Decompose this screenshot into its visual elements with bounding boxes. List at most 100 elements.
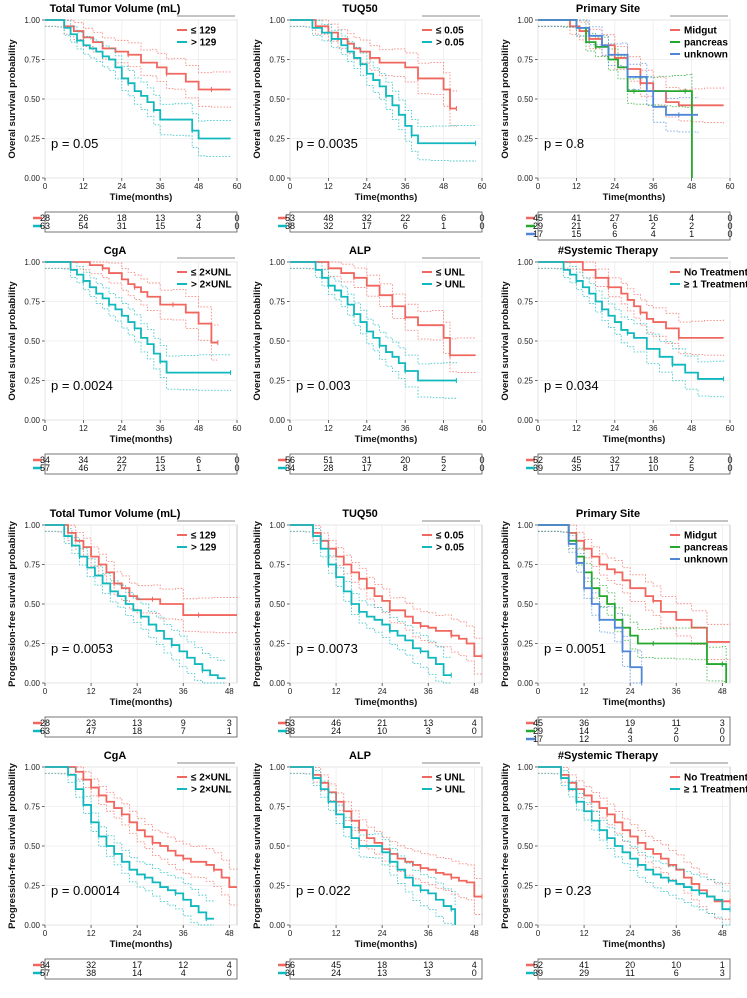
- xtick-label: 48: [470, 929, 479, 938]
- xtick-label: 48: [470, 687, 479, 696]
- risk-count: 0: [234, 455, 239, 465]
- km-curve: [45, 524, 226, 680]
- legend-label: ≤ 129: [191, 531, 216, 542]
- ytick-label: 0.25: [269, 377, 285, 386]
- risk-count: 3: [720, 968, 725, 978]
- risk-count: 0: [674, 734, 679, 744]
- risk-count: 38: [285, 221, 295, 231]
- xtick-label: 48: [439, 424, 448, 433]
- ci-band-lo: [290, 772, 456, 926]
- p-value: p = 0.034: [544, 378, 599, 393]
- ytick-label: 1.00: [269, 763, 285, 772]
- risk-count: 0: [472, 726, 477, 736]
- panel-title: Total Tumor Volume (mL): [50, 3, 181, 15]
- risk-count: 27: [117, 463, 127, 473]
- risk-count: 46: [331, 718, 341, 728]
- risk-count: 24: [331, 726, 341, 736]
- xtick-label: 12: [580, 929, 589, 938]
- ytick-label: 0.25: [517, 377, 533, 386]
- ci-band-hi: [538, 524, 727, 665]
- risk-count: 56: [285, 455, 295, 465]
- risk-count: 57: [40, 463, 50, 473]
- ci-band-lo: [45, 267, 219, 361]
- legend-label: ≤ 2×UNL: [191, 268, 231, 279]
- risk-count: 17: [610, 463, 620, 473]
- km-curve: [45, 766, 237, 888]
- risk-count: 0: [727, 213, 732, 223]
- ytick-label: 0.50: [269, 337, 285, 346]
- x-axis-label: Time(months): [110, 697, 173, 708]
- xtick-label: 48: [439, 182, 448, 191]
- legend-label: > 129: [191, 543, 217, 554]
- xtick-label: 48: [194, 182, 203, 191]
- risk-count: 57: [40, 968, 50, 978]
- ytick-label: 0.75: [24, 561, 40, 570]
- xtick-label: 60: [233, 424, 242, 433]
- legend-label: pancreas: [684, 543, 728, 554]
- risk-count: 4: [181, 968, 186, 978]
- risk-table-box: [289, 211, 483, 233]
- series-0: [45, 19, 232, 108]
- xtick-label: 36: [401, 182, 410, 191]
- ci-band-hi: [290, 19, 457, 92]
- y-axis-label: Progression-free survival probability: [252, 520, 263, 686]
- xtick-label: 48: [718, 687, 727, 696]
- risk-count: 4: [472, 718, 477, 728]
- risk-count: 0: [479, 213, 484, 223]
- km-curve: [538, 19, 698, 116]
- xtick-label: 0: [288, 424, 293, 433]
- series-1: [45, 261, 232, 391]
- ci-band-lo: [538, 530, 731, 661]
- ytick-label: 0.75: [269, 298, 285, 307]
- risk-count: 13: [423, 718, 433, 728]
- legend-label: > UNL: [436, 785, 465, 796]
- risk-count: 18: [132, 726, 142, 736]
- ytick-label: 0.75: [517, 561, 533, 570]
- panel-title: CgA: [104, 750, 127, 762]
- xtick-label: 24: [362, 424, 371, 433]
- risk-count: 0: [234, 463, 239, 473]
- ytick-label: 0.50: [24, 95, 40, 104]
- risk-count: 0: [234, 213, 239, 223]
- x-axis-label: Time(months): [603, 697, 666, 708]
- panel-pfs-alp: ALP 0.00 0.25 0.50 0.75 1.00 0 12 24 36 48 Time(mon…: [252, 750, 483, 980]
- risk-count: 31: [117, 221, 127, 231]
- ci-band-hi: [45, 524, 238, 600]
- panel-os-systemic-therapy: #Systemic Therapy 0.00 0.25 0.50 0.75 1.00 0 12…: [500, 245, 747, 475]
- ytick-label: 0.00: [269, 921, 285, 930]
- risk-count: 21: [571, 221, 581, 231]
- risk-table-box: [289, 453, 483, 475]
- ytick-label: 0.00: [517, 174, 533, 183]
- risk-count: 32: [610, 455, 620, 465]
- p-value: p = 0.0035: [296, 136, 358, 151]
- ytick-label: 1.00: [24, 258, 40, 267]
- ytick-label: 0.00: [269, 679, 285, 688]
- ci-band-hi: [45, 261, 232, 357]
- series-0: [290, 261, 477, 374]
- risk-count: 10: [648, 463, 658, 473]
- xtick-label: 24: [626, 929, 635, 938]
- risk-count: 2: [441, 463, 446, 473]
- risk-table-box: [44, 958, 238, 980]
- xtick-label: 36: [424, 687, 433, 696]
- xtick-label: 12: [572, 424, 581, 433]
- risk-count: 0: [727, 229, 732, 239]
- panel-title: CgA: [104, 245, 127, 257]
- risk-count: 35: [571, 463, 581, 473]
- ci-band-lo: [538, 25, 699, 133]
- risk-count: 3: [196, 213, 201, 223]
- legend-label: > 129: [191, 38, 217, 49]
- ytick-label: 0.00: [24, 679, 40, 688]
- risk-count: 0: [727, 463, 732, 473]
- xtick-label: 0: [43, 929, 48, 938]
- xtick-label: 36: [156, 424, 165, 433]
- xtick-label: 48: [718, 929, 727, 938]
- xtick-label: 24: [117, 182, 126, 191]
- ytick-label: 0.00: [24, 921, 40, 930]
- risk-count: 4: [651, 229, 656, 239]
- risk-count: 3: [720, 718, 725, 728]
- ytick-label: 0.00: [269, 174, 285, 183]
- risk-count: 11: [672, 718, 681, 728]
- risk-count: 11: [625, 968, 634, 978]
